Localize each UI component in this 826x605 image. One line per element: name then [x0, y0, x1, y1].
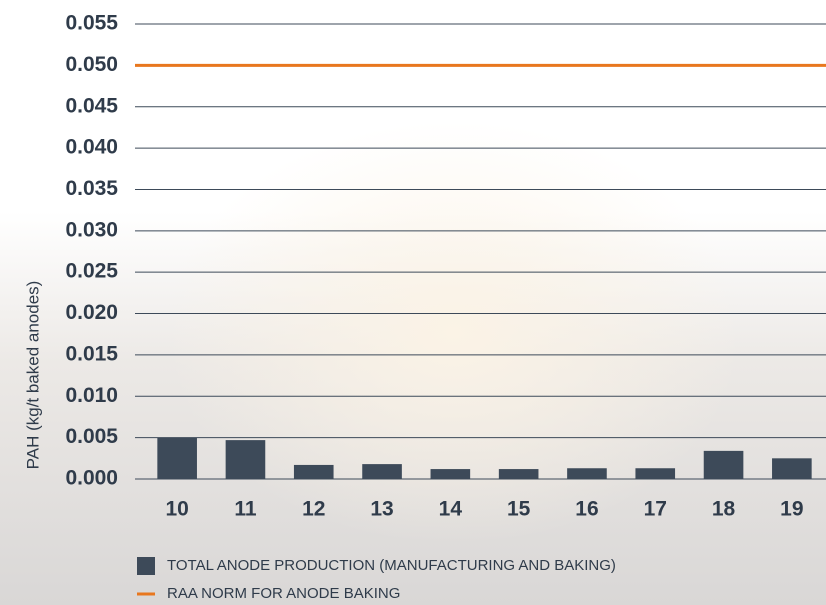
- x-tick-label: 14: [439, 498, 463, 521]
- x-tick-label: 10: [165, 498, 188, 521]
- y-tick-label: 0.025: [65, 260, 118, 283]
- x-tick-label: 15: [507, 498, 531, 521]
- bar: [431, 469, 471, 479]
- x-tick-label: 19: [780, 498, 803, 521]
- y-tick-label: 0.040: [65, 136, 118, 159]
- x-tick-label: 11: [234, 498, 257, 521]
- y-tick-label: 0.015: [65, 342, 118, 365]
- y-tick-label: 0.010: [65, 384, 118, 407]
- y-tick-label: 0.045: [65, 94, 118, 117]
- y-tick-label: 0.035: [65, 177, 118, 200]
- page: PAH (kg/t baked anodes) 0.000 0.005 0.010 0…: [0, 0, 826, 605]
- bar: [567, 468, 607, 479]
- x-tick-label: 12: [302, 498, 325, 521]
- y-axis-label: PAH (kg/t baked anodes): [23, 281, 42, 470]
- bar: [226, 440, 266, 479]
- bar: [772, 458, 812, 479]
- x-tick-label: 17: [644, 498, 667, 521]
- x-tick-label: 16: [575, 498, 598, 521]
- y-tick-label: 0.055: [65, 12, 118, 35]
- bar: [157, 438, 197, 479]
- legend-swatch: [137, 557, 155, 575]
- background-glow: [0, 0, 826, 605]
- legend-label: RAA NORM FOR ANODE BAKING: [167, 585, 400, 602]
- y-tick-label: 0.000: [65, 467, 118, 490]
- bar: [362, 464, 402, 479]
- legend-label: TOTAL ANODE PRODUCTION (MANUFACTURING AN…: [167, 557, 616, 574]
- y-tick-label: 0.050: [65, 53, 118, 76]
- bar: [704, 451, 744, 479]
- x-tick-label: 18: [712, 498, 736, 521]
- bar: [635, 468, 675, 479]
- y-tick-label: 0.020: [65, 301, 118, 324]
- y-tick-label: 0.005: [65, 425, 118, 448]
- bar: [499, 469, 539, 479]
- bar: [294, 465, 334, 479]
- y-tick-label: 0.030: [65, 218, 118, 241]
- chart: PAH (kg/t baked anodes) 0.000 0.005 0.010 0…: [0, 0, 826, 605]
- x-tick-label: 13: [370, 498, 393, 521]
